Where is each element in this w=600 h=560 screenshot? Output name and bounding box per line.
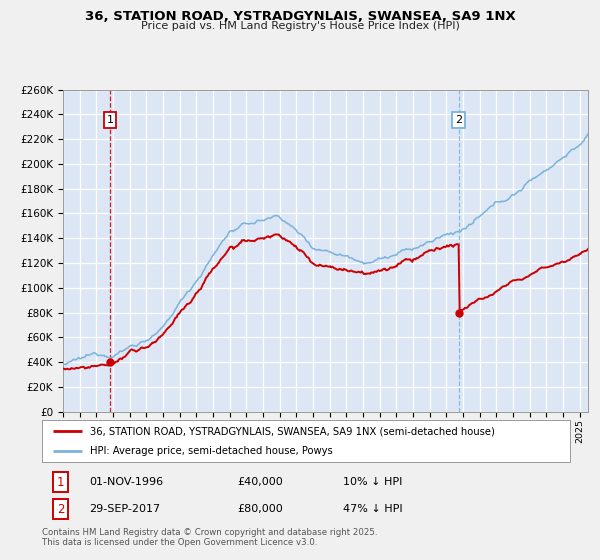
Text: 10% ↓ HPI: 10% ↓ HPI bbox=[343, 477, 403, 487]
Text: 29-SEP-2017: 29-SEP-2017 bbox=[89, 504, 161, 514]
Text: £40,000: £40,000 bbox=[238, 477, 283, 487]
Text: £80,000: £80,000 bbox=[238, 504, 283, 514]
Text: Contains HM Land Registry data © Crown copyright and database right 2025.
This d: Contains HM Land Registry data © Crown c… bbox=[42, 528, 377, 547]
Text: 36, STATION ROAD, YSTRADGYNLAIS, SWANSEA, SA9 1NX (semi-detached house): 36, STATION ROAD, YSTRADGYNLAIS, SWANSEA… bbox=[89, 426, 494, 436]
Text: 47% ↓ HPI: 47% ↓ HPI bbox=[343, 504, 403, 514]
Text: 36, STATION ROAD, YSTRADGYNLAIS, SWANSEA, SA9 1NX: 36, STATION ROAD, YSTRADGYNLAIS, SWANSEA… bbox=[85, 10, 515, 23]
Text: HPI: Average price, semi-detached house, Powys: HPI: Average price, semi-detached house,… bbox=[89, 446, 332, 456]
Text: 2: 2 bbox=[57, 502, 64, 516]
Text: 2: 2 bbox=[455, 115, 463, 125]
Text: 1: 1 bbox=[57, 475, 64, 489]
Text: 01-NOV-1996: 01-NOV-1996 bbox=[89, 477, 164, 487]
Text: Price paid vs. HM Land Registry's House Price Index (HPI): Price paid vs. HM Land Registry's House … bbox=[140, 21, 460, 31]
Text: 1: 1 bbox=[107, 115, 113, 125]
